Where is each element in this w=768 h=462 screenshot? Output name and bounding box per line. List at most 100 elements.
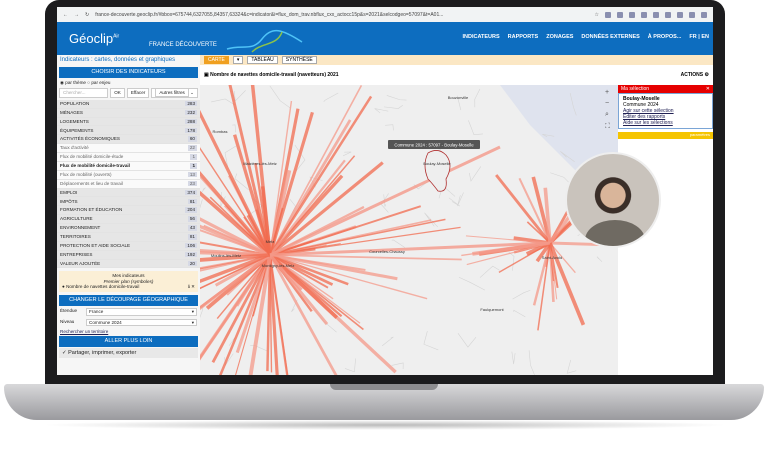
my-indicator-item[interactable]: ● Nombre de navettes domicile-travail ℹ ✕ (62, 284, 195, 290)
flow-line (537, 242, 551, 331)
theme-item[interactable]: LOGEMENTS 288 (57, 117, 200, 127)
commune-border (458, 276, 486, 291)
theme-item[interactable]: ENVIRONNEMENT 43 (57, 224, 200, 233)
back-icon[interactable]: ← (63, 11, 68, 18)
go-further-button[interactable]: ALLER PLUS LOIN (59, 336, 198, 347)
flow-line (535, 241, 552, 263)
reload-icon[interactable]: ↻ (85, 11, 90, 18)
theme-label: AGRICULTURE (60, 216, 93, 222)
theme-item[interactable]: Flux de mobilité domicile-étude 1 (57, 153, 200, 162)
flow-line (549, 242, 576, 274)
map-controls: + − ⌕ ⛶ (605, 89, 610, 131)
fullscreen-icon[interactable]: ⛶ (605, 123, 610, 130)
nav-item[interactable]: INDICATEURS (462, 34, 500, 40)
commune-border (423, 331, 439, 351)
commune-border (596, 256, 603, 262)
theme-item[interactable]: TERRITOIRES 81 (57, 232, 200, 242)
flow-line (201, 254, 271, 307)
theme-item[interactable]: AGRICULTURE 56 (57, 215, 200, 225)
info-remove-icons[interactable]: ℹ ✕ (188, 284, 195, 290)
flow-line (233, 134, 272, 256)
nav-item[interactable]: À PROPOS... (647, 34, 682, 40)
level-select[interactable]: Commune 2024 ▾ (86, 318, 197, 326)
commune-border (457, 192, 464, 207)
carte-dropdown[interactable]: ▾ (232, 56, 244, 64)
theme-item[interactable]: MÉNAGES 232 (57, 108, 200, 118)
theme-count: 204 (185, 207, 197, 213)
map-canvas[interactable]: Boulay-Moselle Bouzonville Metz Montigny-lè… (86, 71, 618, 375)
commune-border (542, 133, 555, 137)
choose-indicators-button[interactable]: CHOISIR DES INDICATEURS (59, 67, 198, 78)
theme-item[interactable]: FORMATION ET ÉDUCATION 204 (57, 206, 200, 216)
theme-item[interactable]: POPULATION 283 (57, 99, 200, 109)
zoom-in-icon[interactable]: + (605, 89, 610, 96)
theme-item[interactable]: EMPLOI 374 (57, 188, 200, 198)
theme-item[interactable]: Taux d'activité 22 (57, 144, 200, 154)
flow-line (186, 180, 272, 257)
place-label: Montigny-lès-Metz (262, 263, 295, 268)
laptop-notch (330, 384, 438, 390)
theme-item[interactable]: ACTIVITÉS ÉCONOMIQUES 60 (57, 135, 200, 145)
selection-body: Boulay-Moselle Commune 2024 Agir sur cet… (618, 93, 713, 129)
edit-reports-link[interactable]: Éditer des rapports (623, 114, 666, 120)
commune-border (448, 197, 460, 207)
theme-item[interactable]: Flux de mobilité domicile-travail 1 (57, 161, 200, 171)
extent-select[interactable]: France ▾ (86, 308, 197, 316)
share-section[interactable]: ✓ Partager, imprimer, exporter (59, 347, 198, 359)
url-field[interactable]: france-decouverte.geoclip.fr/#bbox=67574… (95, 11, 444, 18)
search-icon[interactable]: ⌕ (605, 111, 609, 118)
find-territory-link[interactable]: Rechercher un territoire (60, 328, 109, 334)
close-icon[interactable]: ✕ (705, 86, 710, 92)
settings-bar[interactable]: paramètres (618, 132, 713, 139)
selection-name: Boulay-Moselle (623, 96, 660, 102)
logo[interactable]: GéoclipAir (69, 31, 120, 46)
nav-item[interactable]: DONNÉES EXTERNES (581, 34, 640, 40)
act-on-selection-link[interactable]: Agir sur cette sélection (623, 108, 674, 114)
nav-item[interactable]: RAPPORTS (507, 34, 539, 40)
my-indicators: Mes indicateurs Premier plan (symboles) … (59, 271, 198, 292)
star-icon[interactable]: ☆ (594, 11, 599, 18)
radio-enjeu[interactable]: ○ par enjeu (87, 79, 111, 85)
theme-item[interactable]: ÉQUIPEMENTS 178 (57, 126, 200, 136)
place-label: Rombas (213, 129, 228, 134)
search-input[interactable]: Chercher... (59, 88, 109, 98)
theme-label: POPULATION (60, 100, 90, 106)
theme-count: 60 (187, 136, 197, 142)
tab-tableau[interactable]: TABLEAU (247, 56, 278, 64)
radio-theme[interactable]: ◉ par thème (60, 79, 86, 85)
place-label: Maizières-lès-Metz (243, 161, 277, 166)
nav-item[interactable]: FR | EN (689, 34, 709, 40)
theme-item[interactable]: PROTECTION ET AIDE SOCIALE 106 (57, 241, 200, 251)
ok-button[interactable]: OK (110, 88, 125, 98)
theme-item[interactable]: ENTREPRISES 192 (57, 250, 200, 260)
commune-border (511, 351, 516, 365)
nav-item[interactable]: ZONAGES (546, 34, 574, 40)
flow-line (269, 254, 428, 300)
change-geo-button[interactable]: CHANGER LE DÉCOUPAGE GÉOGRAPHIQUE (59, 294, 198, 306)
theme-count: 288 (185, 118, 197, 125)
theme-item[interactable]: VALEUR AJOUTÉE 20 (57, 259, 200, 269)
theme-label: Flux de mobilité domicile-étude (60, 154, 124, 160)
map[interactable]: Boulay-Moselle Bouzonville Metz Montigny-lè… (86, 71, 618, 375)
commune-border (528, 350, 535, 375)
selection-help-link[interactable]: Aide sur les sélections (623, 120, 673, 126)
flow-line (268, 95, 373, 256)
commune-border (344, 358, 356, 373)
theme-item[interactable]: Déplacements et lieu de travail 23 (57, 179, 200, 189)
tab-synthese[interactable]: SYNTHÈSE (281, 56, 317, 64)
forward-icon[interactable]: → (74, 11, 79, 18)
commune-border (569, 92, 577, 116)
theme-label: Déplacements et lieu de travail (60, 180, 123, 186)
commune-border (383, 194, 387, 207)
theme-item[interactable]: IMPÔTS 81 (57, 197, 200, 207)
zoom-out-icon[interactable]: − (605, 100, 610, 107)
extent-row: Étendue France ▾ (57, 307, 200, 318)
clear-button[interactable]: Effacer (126, 88, 150, 98)
flow-line (548, 242, 586, 326)
flow-line (268, 254, 338, 375)
filters-dropdown[interactable]: Autres filtres ⌄ (151, 88, 198, 98)
theme-item[interactable]: Flux de mobilité (ouverts) 13 (57, 170, 200, 180)
actions-button[interactable]: ACTIONS ⚙ (680, 72, 709, 78)
tab-carte[interactable]: CARTE (204, 56, 229, 64)
flow-line (268, 161, 384, 257)
